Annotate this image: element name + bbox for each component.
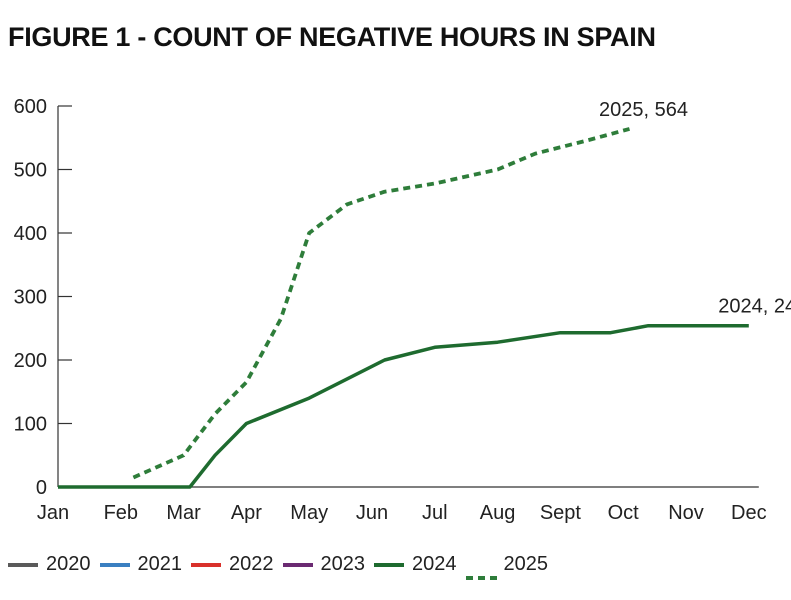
y-tick-label: 200 [14,350,47,372]
y-tick-label: 600 [14,96,47,118]
x-tick-label: Jan [37,502,69,524]
y-tick-label: 300 [14,287,47,309]
y-tick-label: 400 [14,223,47,245]
legend-label: 2024 [412,553,457,575]
x-tick-label: Nov [668,502,704,524]
legend-label: 2025 [503,553,549,575]
y-tick-label: 0 [36,477,47,499]
legend-swatch [191,562,221,567]
x-tick-label: Apr [231,502,262,524]
y-tick-label: 100 [14,414,47,436]
x-tick-label: Feb [104,502,138,524]
legend-label: 2022 [229,553,274,575]
legend-item-2025: 2025 [465,553,549,580]
chart-title: FIGURE 1 - COUNT OF NEGATIVE HOURS IN SP… [8,22,656,52]
legend-label: 2021 [137,553,183,575]
y-tick-label: 500 [14,160,47,182]
legend-swatch [374,562,404,567]
legend: 2020 2021 2022 2023 2024 2025 [8,553,557,580]
x-tick-label: May [290,502,328,524]
x-tick-label: Dec [731,502,767,524]
legend-swatch [465,563,497,580]
x-tick-label: Mar [166,502,201,524]
legend-label: 2023 [320,553,366,575]
legend-item-2020: 2020 [8,553,91,576]
series-line-2025 [132,127,630,480]
legend-label: 2020 [46,553,91,575]
end-label-2024: 2024, 247 [718,296,791,318]
series-line-2024 [58,323,749,489]
legend-item-2022: 2022 [191,553,274,576]
x-tick-label: Aug [480,502,516,524]
line-chart: 0 100 200 300 400 500 600 Jan Feb Mar Apr May Jun Jul… [14,96,791,524]
end-label-2025: 2025, 564 [599,99,688,121]
legend-swatch [282,562,313,567]
x-tick-label: Jun [356,502,388,524]
legend-item-2021: 2021 [99,553,183,576]
x-tick-label: Jul [422,502,448,524]
legend-item-2024: 2024 [374,553,457,576]
legend-item-2023: 2023 [282,553,366,576]
x-tick-label: Sept [540,502,582,524]
legend-swatch [8,562,38,567]
legend-swatch [99,562,130,567]
x-tick-label: Oct [608,502,640,524]
